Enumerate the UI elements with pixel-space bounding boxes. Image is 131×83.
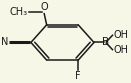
Text: O: O — [40, 2, 48, 12]
Text: F: F — [75, 71, 81, 81]
Text: OH: OH — [113, 30, 128, 40]
Text: OH: OH — [113, 45, 128, 55]
Text: CH₃: CH₃ — [9, 7, 28, 17]
Text: B: B — [102, 37, 109, 47]
Text: N: N — [1, 37, 8, 47]
